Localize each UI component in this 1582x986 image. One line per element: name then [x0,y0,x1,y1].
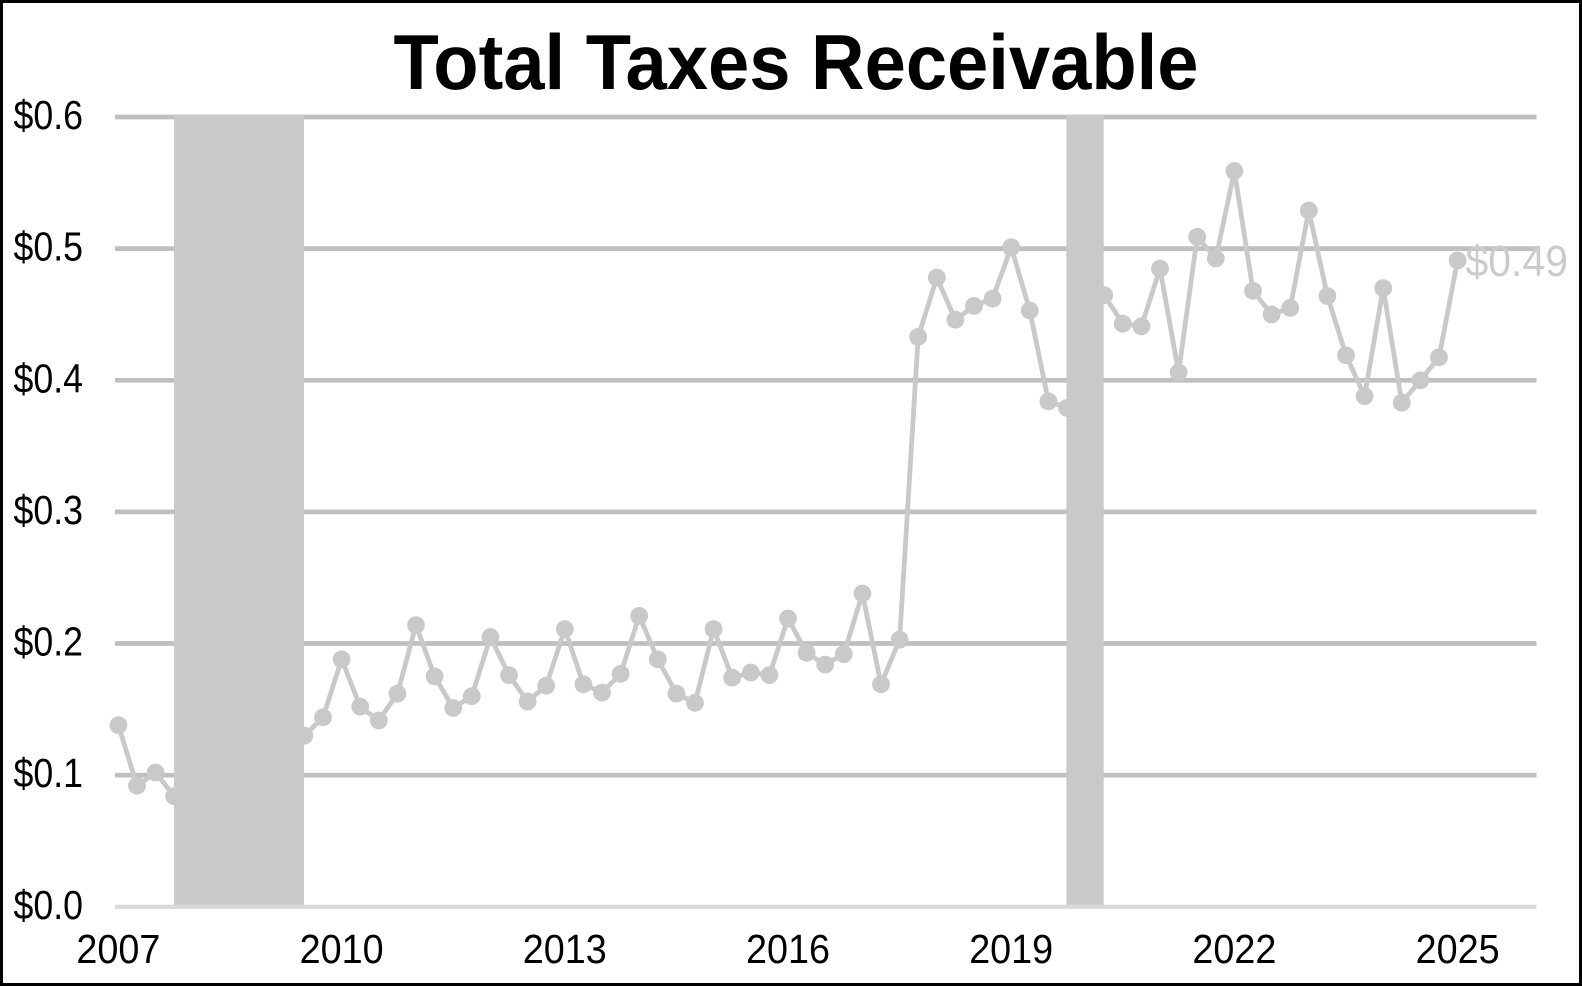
svg-text:$0.2: $0.2 [14,619,84,665]
svg-text:2013: 2013 [523,926,607,972]
svg-text:2022: 2022 [1192,926,1276,972]
svg-text:Total Taxes Receivable: Total Taxes Receivable [394,18,1199,106]
svg-text:$0.3: $0.3 [14,487,84,533]
svg-text:2010: 2010 [300,926,384,972]
svg-text:$0.4: $0.4 [14,355,84,401]
svg-text:2007: 2007 [76,926,160,972]
svg-text:$0.49: $0.49 [1466,237,1569,286]
svg-text:2016: 2016 [746,926,830,972]
svg-text:$0.5: $0.5 [14,224,84,270]
svg-text:$0.6: $0.6 [14,92,84,138]
svg-text:2019: 2019 [969,926,1053,972]
svg-text:$0.0: $0.0 [14,882,84,928]
svg-text:$0.1: $0.1 [14,750,84,796]
svg-text:2025: 2025 [1416,926,1500,972]
